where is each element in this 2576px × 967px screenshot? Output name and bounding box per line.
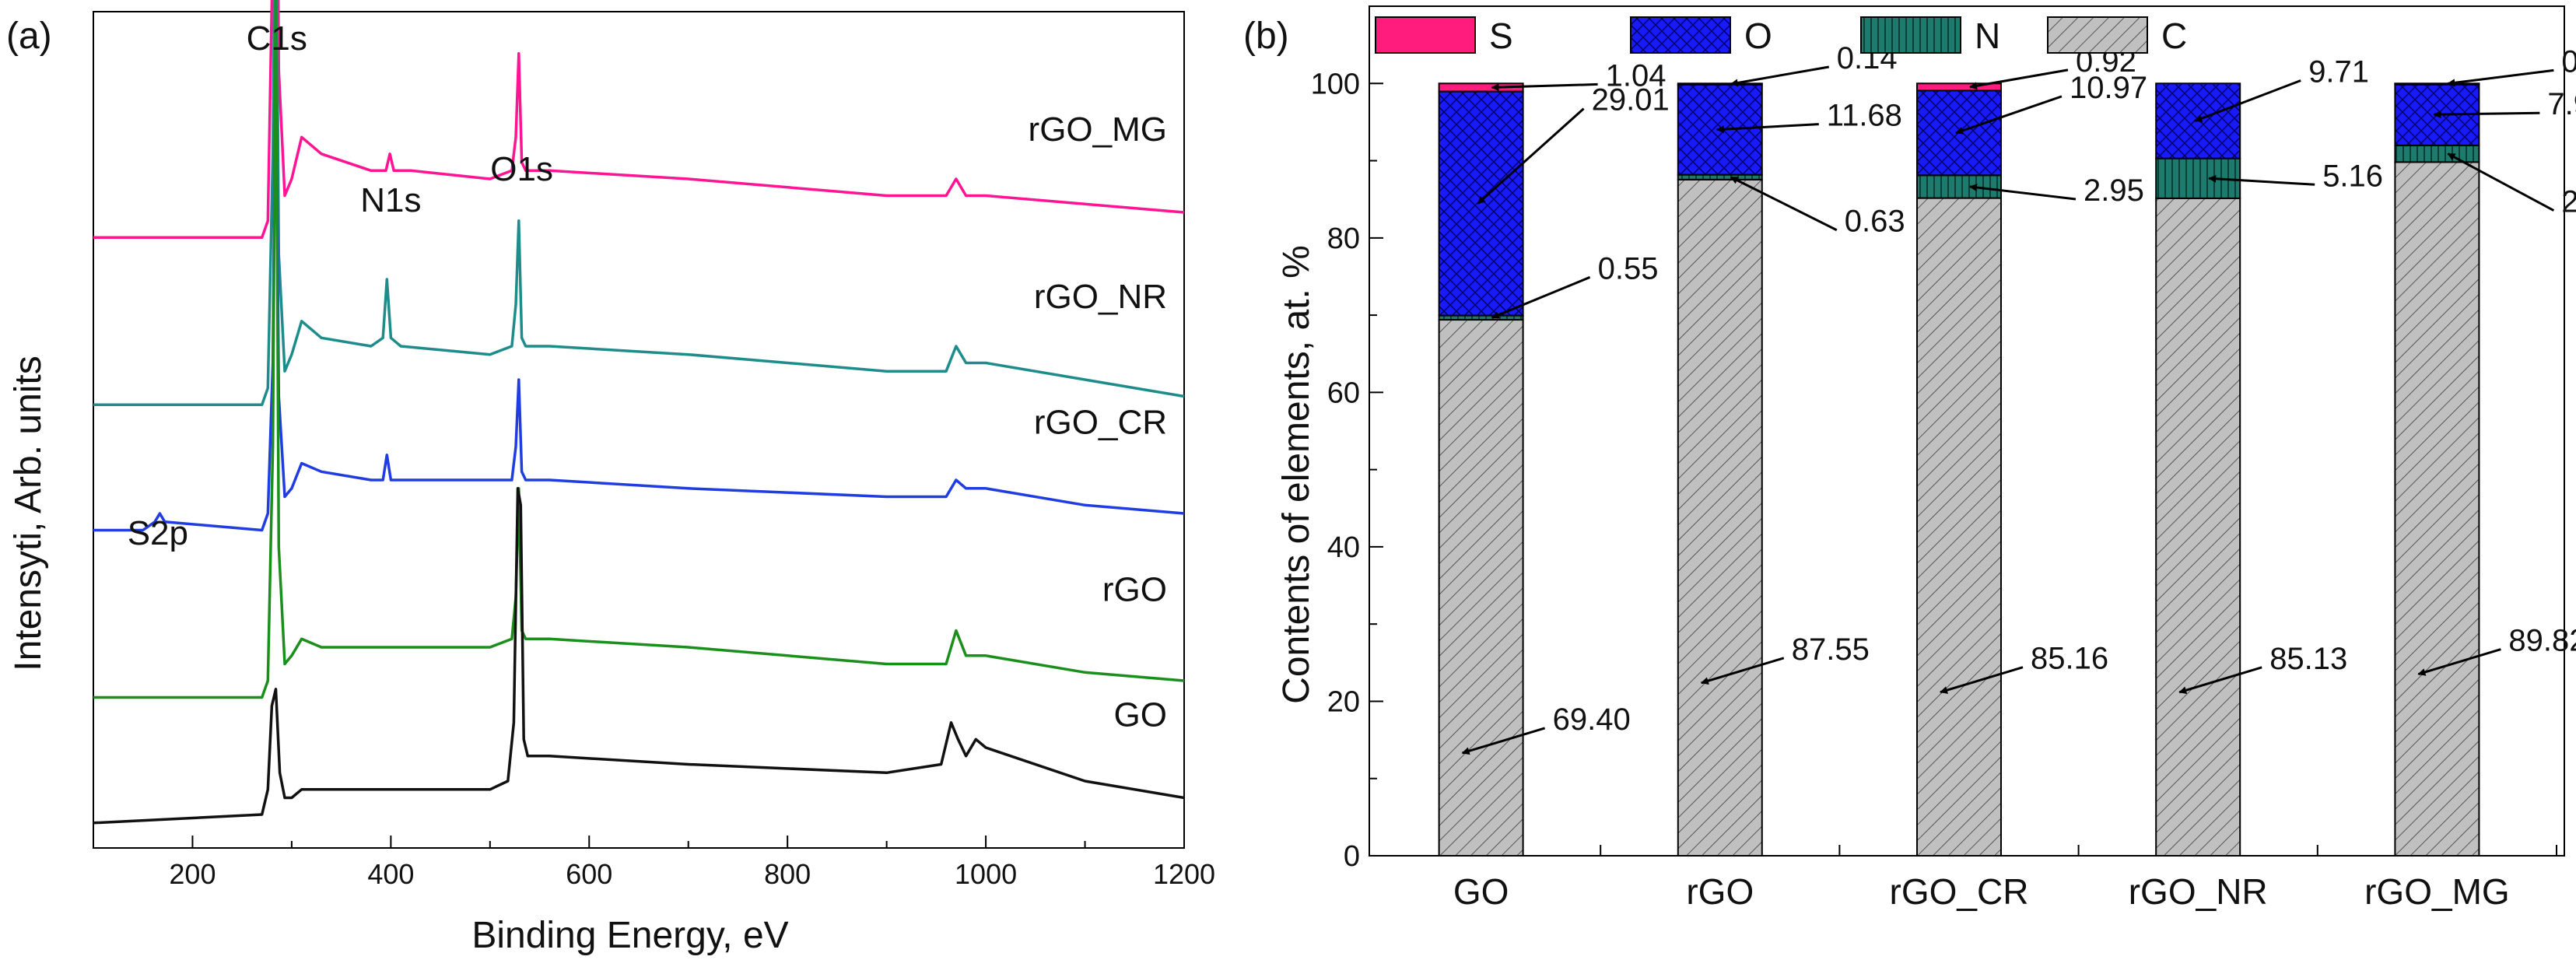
xps-x-axis-ticks: 200 400 600 800 1000 1200 [93,836,1215,890]
bar-segment-rgo-c [1677,178,1763,857]
legend-swatch-n [1860,16,1961,54]
legend-label-o: O [1744,16,1772,56]
x-tick-label: 400 [367,858,414,890]
data-label-rgo-n: 0.63 [1845,205,1905,239]
x-category-label: rGO [1686,871,1754,912]
peak-label-c1s: C1s [247,19,307,58]
panel-label-a: (a) [6,16,52,57]
y-tick-label: 60 [1327,377,1360,409]
data-label-rgo-cr-c: 85.16 [2031,642,2108,676]
data-label-go-c: 69.40 [1553,702,1631,737]
annotation-arrow-rgo-mg-c [2417,648,2501,676]
spectrum-label-rgo-cr: rGO_CR [1034,403,1167,441]
legend-label-c: C [2161,16,2187,56]
x-category-label: rGO_NR [2129,871,2268,912]
annotation-arrow-rgo-nr-c [2178,666,2262,695]
x-category-label: GO [1453,871,1509,912]
peak-label-n1s: N1s [360,181,421,219]
legend-label-s: S [1489,16,1513,56]
legend-label-n: N [1975,16,2000,56]
spectrum-line-rgo-nr [93,0,1185,407]
data-label-rgo-nr-c: 85.13 [2269,642,2347,676]
legend-swatch-s [1375,16,1476,54]
data-label-rgo-nr-o: 9.71 [2308,54,2369,89]
y-tick-label: 20 [1327,685,1360,718]
annotation-arrow-rgo-cr-s [1969,68,2069,90]
bar-segment-rgo-mg-c [2394,161,2480,857]
y-tick-label: 40 [1327,531,1360,564]
bar-segment-rgo-s [1677,82,1763,86]
annotation-arrow-rgo-nr-n [2208,174,2315,186]
spectrum-label-rgo-nr: rGO_NR [1034,278,1167,316]
spectrum-line-rgo-cr [93,26,1185,532]
bar-y-axis-label: Contents of elements, at. % [1276,245,1317,704]
data-label-go-n: 0.55 [1598,251,1659,286]
annotation-arrow-rgo-n [1730,176,1838,232]
annotation-arrow-rgo-c [1700,657,1785,685]
x-tick-label: 1200 [1153,858,1215,890]
annotation-arrow-rgo-cr-c [1940,666,2024,694]
annotation-arrow-rgo-o [1716,123,1819,134]
bar-segment-go-c [1438,319,1524,857]
annotation-arrow-go-s [1491,82,1598,92]
x-tick-label: 1000 [955,858,1017,890]
data-label-rgo-nr-n: 5.16 [2322,159,2383,193]
peak-label-o1s: O1s [490,150,553,188]
stacked-bar-plot-area: 0 20 40 60 80 100 GO rGO rGO_CR rGO_NR rGO_MG 69.40… [1311,5,2576,912]
peak-label-s2p: S2p [128,514,188,552]
y-tick-label: 100 [1311,68,1360,100]
annotation-arrow-rgo-cr-n [1969,184,2077,201]
annotation-arrow-rgo-mg-n [2447,152,2555,212]
y-tick-label: 0 [1344,840,1360,873]
spectrum-label-rgo-mg: rGO_MG [1029,110,1167,149]
annotation-arrow-rgo-nr-o [2194,79,2301,122]
bar-segment-rgo-mg-s [2394,82,2480,86]
annotation-arrow-rgo-mg-s [2447,68,2554,87]
xps-plot-area: rGO_MG rGO_NR rGO_CR rGO GO C1s N1s O1s S2p [93,0,1185,849]
spectrum-label-go: GO [1114,696,1167,734]
data-label-rgo-mg-s: 0.03 [2561,44,2576,79]
bar-segment-go-o [1438,90,1524,317]
data-label-rgo-cr-o: 10.97 [2070,71,2147,105]
x-tick-label: 600 [566,858,612,890]
data-label-rgo-mg-o: 7.99 [2547,87,2576,121]
spectrum-line-rgo [93,0,1185,699]
annotation-arrow-go-c [1461,727,1546,755]
x-category-label: rGO_MG [2364,871,2510,912]
panel-label-b: (b) [1243,16,1289,57]
data-label-rgo-mg-n: 2.16 [2561,185,2576,219]
annotation-arrow-rgo-mg-o [2433,110,2540,119]
data-label-rgo-o: 11.68 [1827,99,1902,133]
data-label-go-s: 1.04 [1606,58,1667,93]
x-category-label: rGO_CR [1890,871,2029,912]
bar-segment-rgo-cr-n [1916,174,2002,199]
data-label-go-o: 29.01 [1592,83,1670,117]
bar-segment-rgo-nr-c [2155,197,2241,857]
data-label-rgo-mg-c: 89.82 [2508,624,2576,658]
xps-survey-panel: (a) rGO_MGrGO_NRrGO_CRrGOGOC1sN1sO1sS2p … [6,0,1215,956]
spectrum-line-rgo-mg [93,0,1185,240]
bar-segment-rgo-cr-s [1916,82,2002,92]
x-tick-label: 200 [169,858,216,890]
spectrum-label-rgo: rGO [1102,570,1167,608]
xps-plot-frame [93,11,1185,849]
bar-segment-rgo-cr-c [1916,197,2002,857]
annotation-arrow-go-n [1491,275,1591,319]
bar-segment-rgo-mg-n [2394,144,2480,163]
element-content-panel: (b) 0 20 40 60 80 100 GO rGO rGO_CR rGO_NR rGO_MG 6… [1243,5,2576,912]
annotation-arrow-go-o [1477,107,1585,205]
data-label-rgo-c: 87.55 [1792,632,1870,667]
xps-y-axis-label: Intensyti, Arb. units [8,356,49,671]
legend-swatch-c [2047,16,2148,54]
annotation-arrow-rgo-cr-o [1955,95,2063,135]
data-label-rgo-cr-n: 2.95 [2084,173,2144,208]
x-tick-label: 800 [764,858,811,890]
spectrum-line-go [93,487,1185,825]
annotation-arrow-rgo-s [1730,65,1830,87]
y-tick-label: 80 [1327,222,1360,255]
legend-swatch-o [1630,16,1731,54]
xps-x-axis-label: Binding Energy, eV [471,915,788,956]
